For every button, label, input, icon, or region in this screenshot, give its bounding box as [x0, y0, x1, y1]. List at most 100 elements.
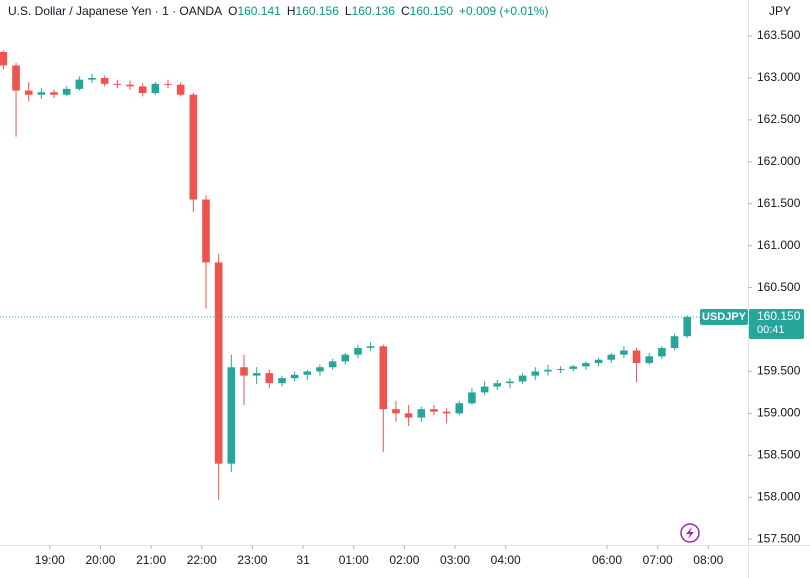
- y-tick-label: 163.000: [757, 70, 801, 84]
- candle-body: [569, 366, 578, 369]
- x-tick-label: 01:00: [339, 553, 369, 567]
- ohlc-value: 160.150: [410, 4, 454, 18]
- ohlc-value: 160.141: [237, 4, 281, 18]
- last-price-label: 160.150: [757, 309, 801, 323]
- y-tick-label: 159.000: [757, 406, 801, 420]
- symbol-badge: [700, 308, 748, 325]
- candle-body: [620, 350, 628, 355]
- candle-body: [62, 88, 71, 95]
- y-tick-label: 157.500: [757, 531, 801, 545]
- candle-body: [227, 367, 236, 464]
- candle-body: [493, 383, 502, 387]
- candle-body: [0, 51, 8, 66]
- lightning-icon[interactable]: [680, 523, 700, 543]
- candle-body: [138, 86, 147, 94]
- ohlc-key: L: [345, 4, 352, 18]
- candle-body: [506, 381, 514, 384]
- candle-body: [88, 77, 96, 80]
- candle-body: [303, 371, 312, 375]
- candle-body: [341, 354, 350, 362]
- candle-body: [518, 375, 527, 382]
- x-tick-label: 08:00: [693, 553, 723, 567]
- ohlc-key: H: [287, 4, 296, 18]
- plot-area: [0, 50, 748, 500]
- y-tick-label: 161.000: [757, 238, 801, 252]
- ohlc-value: 160.136: [352, 4, 396, 18]
- candle-body: [126, 84, 134, 87]
- candle-body: [12, 65, 20, 91]
- candle-body: [556, 368, 565, 370]
- ohlc-value: 160.156: [296, 4, 340, 18]
- legend-header: U.S. Dollar / Japanese Yen · 1 · OANDA O 1…: [8, 4, 548, 18]
- candle-body: [189, 94, 198, 200]
- candle-body: [544, 369, 552, 372]
- candle-body: [442, 411, 451, 414]
- candle-body: [290, 374, 299, 379]
- candle-body: [214, 262, 223, 464]
- candle-body: [430, 409, 438, 412]
- ohlc-key: C: [401, 4, 410, 18]
- y-tick-label: 160.500: [757, 280, 801, 294]
- candle-body: [645, 356, 654, 364]
- currency-box: [750, 0, 810, 24]
- candle-body: [252, 373, 261, 376]
- candle-body: [37, 92, 46, 95]
- x-tick-label: 23:00: [237, 553, 267, 567]
- price-badge: [749, 308, 804, 339]
- candle-body: [202, 199, 210, 263]
- candle-body: [164, 83, 172, 85]
- candle-body: [468, 392, 476, 404]
- candle-body: [683, 316, 692, 337]
- y-tick-label: 162.500: [757, 112, 801, 126]
- candle-body: [265, 373, 274, 384]
- candle-body: [632, 350, 641, 364]
- candle-body: [670, 336, 679, 348]
- y-tick-label: 158.000: [757, 489, 801, 503]
- x-tick-label: 04:00: [491, 553, 521, 567]
- candle-body: [354, 347, 362, 355]
- candle-body: [404, 413, 413, 418]
- candle-body: [607, 354, 616, 360]
- candle-body: [113, 83, 122, 85]
- candle-body: [278, 378, 286, 384]
- candle-body: [24, 90, 33, 95]
- y-tick-label: 162.000: [757, 154, 801, 168]
- y-tick-label: 159.500: [757, 364, 801, 378]
- x-tick-label: 06:00: [592, 553, 622, 567]
- candle-body: [75, 79, 84, 89]
- symbol-label: USDJPY: [702, 311, 747, 323]
- candle-body: [100, 77, 109, 84]
- candle-body: [455, 403, 464, 414]
- candle-body: [392, 409, 400, 414]
- change: +0.009 (+0.01%): [459, 4, 548, 18]
- candle-body: [176, 84, 185, 95]
- candle-body: [417, 409, 426, 418]
- candle-body: [316, 367, 324, 372]
- candle-body: [379, 346, 388, 410]
- candle-body: [366, 346, 375, 348]
- y-tick-label: 158.500: [757, 447, 801, 461]
- candle-body: [582, 363, 590, 367]
- candle-body: [328, 361, 337, 368]
- x-tick-label: 21:00: [136, 553, 166, 567]
- x-tick-label: 20:00: [85, 553, 115, 567]
- x-tick-label: 02:00: [389, 553, 419, 567]
- x-tick-label: 03:00: [440, 553, 470, 567]
- candle-body: [594, 359, 603, 364]
- symbol-title: U.S. Dollar / Japanese Yen · 1 · OANDA: [8, 4, 222, 18]
- candle-body: [151, 83, 160, 94]
- currency: JPY: [769, 4, 791, 18]
- x-tick-label: 22:00: [187, 553, 217, 567]
- candle-body: [240, 367, 248, 376]
- x-tick-label: 07:00: [643, 553, 673, 567]
- y-tick-label: 161.500: [757, 196, 801, 210]
- x-tick-label: 19:00: [35, 553, 65, 567]
- ohlc-key: O: [228, 4, 237, 18]
- candle-body: [50, 92, 58, 95]
- candle-body: [658, 347, 666, 357]
- candle-body: [480, 386, 489, 393]
- x-tick-label: 31: [296, 553, 310, 567]
- countdown: 00:41: [757, 324, 785, 336]
- y-tick-label: 163.500: [757, 28, 801, 42]
